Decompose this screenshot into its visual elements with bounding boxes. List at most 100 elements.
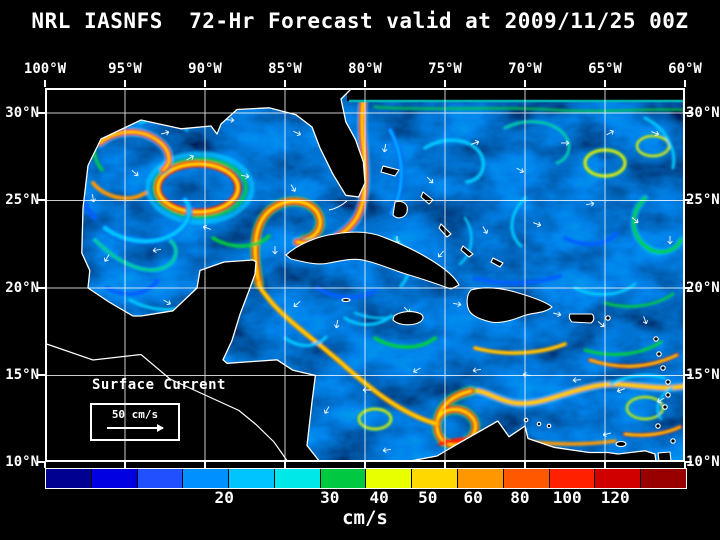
x-tick-top (204, 80, 206, 87)
x-tick-bottom (364, 462, 366, 468)
y-tick-right (685, 199, 692, 202)
page-title: NRL IASNFS 72-Hr Forecast valid at 2009/… (31, 9, 689, 33)
surface-current-label: Surface Current (92, 377, 226, 393)
y-axis-label-left: 30°N (5, 105, 39, 121)
x-tick-bottom (684, 462, 686, 468)
colorbar-tick-label: 40 (369, 488, 389, 507)
x-tick-bottom (204, 462, 206, 468)
grid-lines (45, 88, 685, 462)
x-tick-bottom (604, 462, 606, 468)
trinidad-island (657, 451, 672, 462)
x-axis-label: 100°W (23, 61, 67, 77)
colorbar-tick-label: 80 (510, 488, 530, 507)
florida-keys (328, 200, 348, 211)
current-scale-box: 50 cm/s (90, 403, 180, 441)
x-tick-bottom (44, 462, 46, 468)
colorbar-segment (46, 469, 92, 488)
colorbar-tick-label: 60 (463, 488, 483, 507)
colorbar-tick-label: 20 (214, 488, 234, 507)
y-tick-left (38, 199, 45, 202)
x-tick-top (44, 80, 46, 87)
x-tick-top (364, 80, 366, 87)
x-tick-top (284, 80, 286, 87)
antilles-island (655, 423, 661, 429)
south-america-landmass (404, 420, 657, 463)
y-axis-label-right: 30°N (686, 105, 720, 121)
x-axis-label: 60°W (668, 61, 702, 77)
margarita-island (615, 440, 627, 448)
colorbar-unit-label: cm/s (342, 507, 388, 529)
y-tick-left (38, 461, 45, 463)
x-axis-label: 95°W (108, 61, 142, 77)
colorbar-tick-label: 120 (600, 488, 630, 507)
y-axis-label-left: 25°N (5, 192, 39, 209)
y-axis-label-left: 20°N (5, 279, 39, 296)
colorbar-segment (91, 469, 138, 488)
colorbar-segment (183, 469, 230, 488)
y-axis-label-right: 20°N (686, 279, 720, 296)
x-axis-label: 85°W (268, 61, 302, 77)
map-plot (44, 82, 690, 463)
cayman-island (341, 297, 351, 303)
y-axis-label-right: 25°N (686, 192, 720, 209)
antilles-island (665, 392, 671, 398)
hispaniola-island (466, 287, 553, 324)
colorbar-segment (595, 469, 642, 488)
y-axis-label-left: 15°N (5, 366, 39, 383)
map-border (45, 88, 685, 462)
x-axis-label: 80°W (348, 61, 382, 77)
x-tick-bottom (284, 462, 286, 468)
colorbar-tick-label: 50 (418, 488, 438, 507)
antilles-island (665, 379, 671, 385)
bahamas-island (460, 245, 474, 258)
x-tick-top (604, 80, 606, 87)
colorbar-tick-label: 30 (320, 488, 340, 507)
bahamas-island (380, 165, 400, 177)
antilles-island (605, 315, 611, 321)
colorbar-segment (366, 469, 413, 488)
puerto-rico-island (568, 313, 595, 324)
scale-value-label: 50 cm/s (111, 408, 159, 421)
colorbar-segment (503, 469, 550, 488)
y-tick-left (38, 286, 45, 289)
y-tick-left (38, 112, 45, 114)
y-axis-label-right: 15°N (686, 366, 720, 383)
map-canvas (44, 82, 690, 463)
colorbar-segment (458, 469, 504, 488)
scale-arrow-icon (107, 424, 164, 432)
colorbar (45, 468, 687, 489)
x-tick-top (444, 80, 446, 87)
colorbar-segment (274, 469, 321, 488)
colorbar-segment (412, 469, 459, 488)
cuba-island (285, 231, 460, 290)
x-tick-bottom (524, 462, 526, 468)
antilles-island (662, 404, 668, 410)
colorbar-segment (549, 469, 596, 488)
x-tick-bottom (444, 462, 446, 468)
colorbar-segment (229, 469, 275, 488)
x-axis-label: 90°W (188, 61, 222, 77)
y-axis-label-left: 10°N (5, 454, 39, 470)
colorbar-tick-label: 100 (552, 488, 582, 507)
antilles-island (653, 336, 659, 342)
bonaire-island (546, 423, 552, 429)
colorbar-segment (137, 469, 184, 488)
y-axis-label-right: 10°N (686, 454, 720, 470)
y-tick-right (685, 112, 692, 114)
antilles-island (660, 365, 666, 371)
x-tick-bottom (124, 462, 126, 468)
x-tick-top (684, 80, 686, 87)
bahamas-island (392, 200, 408, 219)
antilles-island (670, 438, 676, 444)
x-tick-top (524, 80, 526, 87)
colorbar-segment (320, 469, 367, 488)
x-axis-label: 70°W (508, 61, 542, 77)
jamaica-island (392, 311, 424, 326)
y-tick-right (685, 373, 692, 376)
curacao-island (536, 421, 542, 427)
y-tick-left (38, 373, 45, 376)
x-axis-label: 65°W (588, 61, 622, 77)
colorbar-segment (641, 469, 686, 488)
domain-edge-strip (347, 88, 685, 103)
islands (285, 165, 676, 462)
